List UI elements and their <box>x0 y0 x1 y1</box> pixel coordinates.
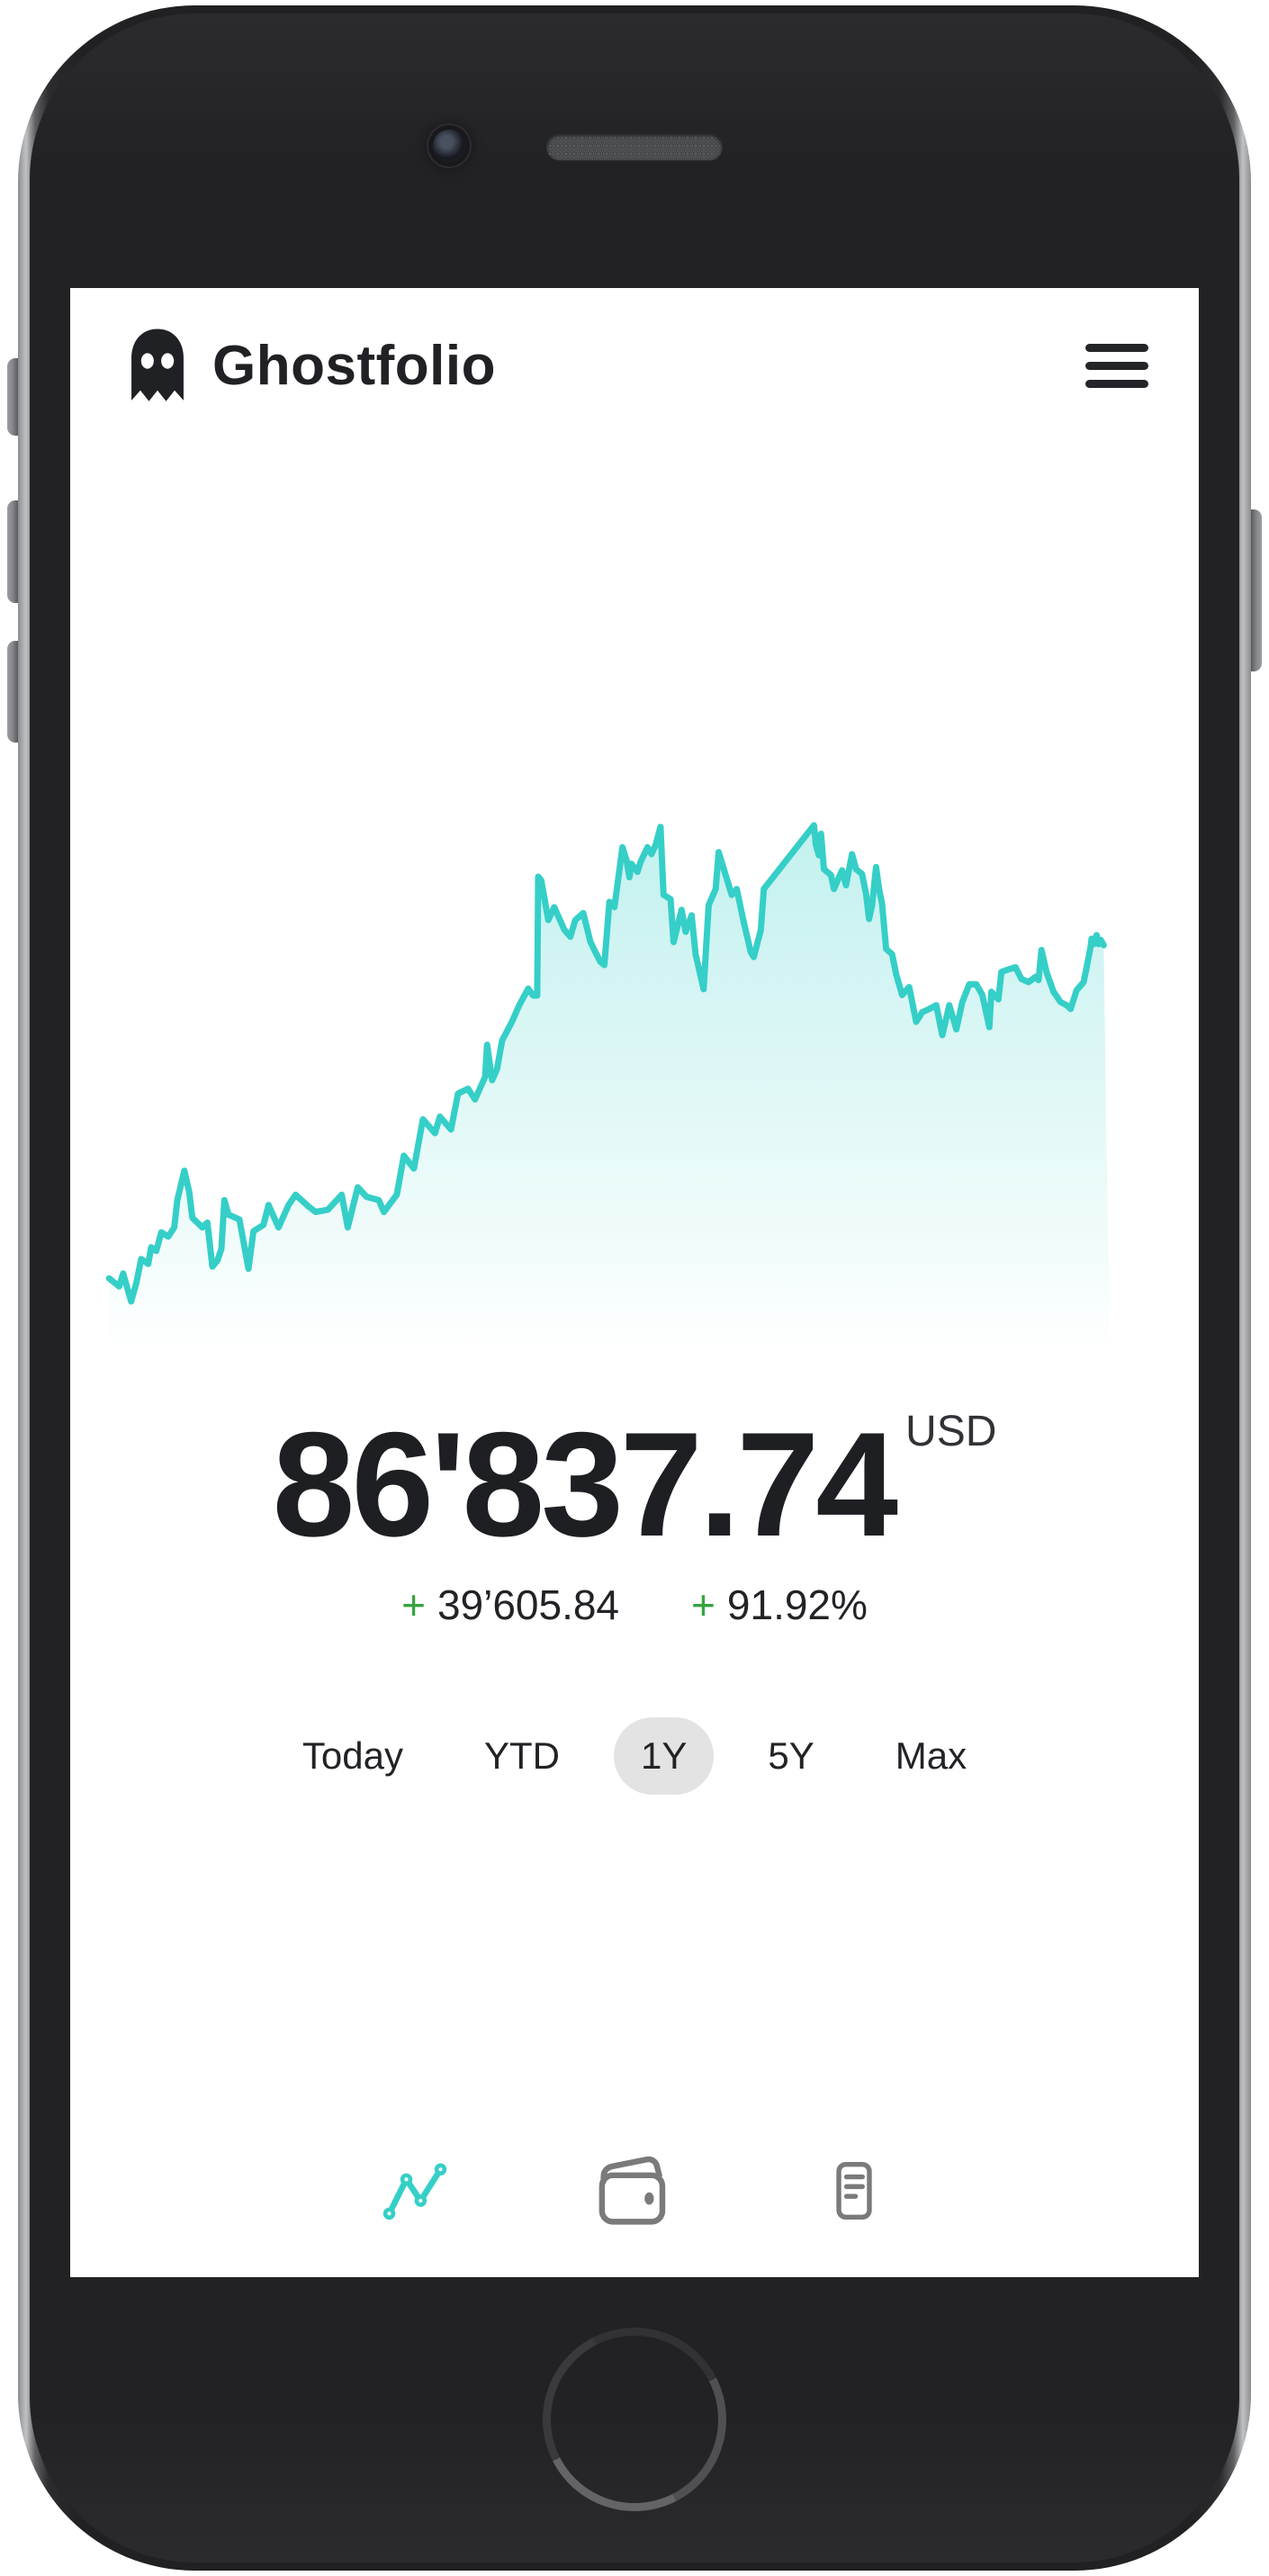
range-selector: Today YTD 1Y 5Y Max <box>70 1717 1199 1795</box>
ghostfolio-logo-icon <box>131 329 184 401</box>
nav-report[interactable] <box>815 2153 893 2229</box>
hamburger-icon <box>1085 343 1148 352</box>
line-chart-icon <box>382 2163 447 2220</box>
range-button-max[interactable]: Max <box>868 1717 994 1795</box>
performance-chart <box>105 815 1110 1350</box>
front-camera <box>433 130 465 162</box>
change-percent: +91.92% <box>691 1584 868 1626</box>
change-absolute: +39’605.84 <box>401 1584 619 1626</box>
range-button-1y[interactable]: 1Y <box>613 1717 715 1795</box>
portfolio-value-row: 86'837.74 USD <box>70 1410 1199 1559</box>
menu-button[interactable] <box>1085 338 1148 393</box>
portfolio-currency: USD <box>905 1408 997 1455</box>
range-button-today[interactable]: Today <box>275 1717 430 1795</box>
bottom-nav <box>70 2153 1199 2229</box>
app-screen: Ghostfolio 86'837.74 USD +39’605.84 +91.9… <box>70 288 1199 2277</box>
app-title: Ghostfolio <box>212 334 496 397</box>
plus-sign: + <box>401 1581 426 1628</box>
hamburger-icon <box>1085 361 1148 370</box>
nav-portfolio-wallet[interactable] <box>596 2153 673 2229</box>
range-button-ytd[interactable]: YTD <box>457 1717 587 1795</box>
app-header: Ghostfolio <box>121 322 1148 409</box>
wallet-icon <box>598 2156 666 2225</box>
report-icon <box>836 2162 872 2220</box>
change-absolute-value: 39’605.84 <box>436 1581 620 1628</box>
change-percent-value: 91.92% <box>726 1581 868 1628</box>
nav-overview-chart[interactable] <box>376 2153 454 2229</box>
performance-chart-svg <box>105 822 1110 1350</box>
hamburger-icon <box>1085 379 1148 388</box>
earpiece-speaker <box>546 133 723 160</box>
portfolio-value: 86'837.74 <box>272 1401 898 1567</box>
brand: Ghostfolio <box>121 327 496 404</box>
range-button-5y[interactable]: 5Y <box>741 1717 841 1795</box>
plus-sign: + <box>691 1581 716 1628</box>
portfolio-change-row: +39’605.84 +91.92% <box>70 1584 1199 1626</box>
